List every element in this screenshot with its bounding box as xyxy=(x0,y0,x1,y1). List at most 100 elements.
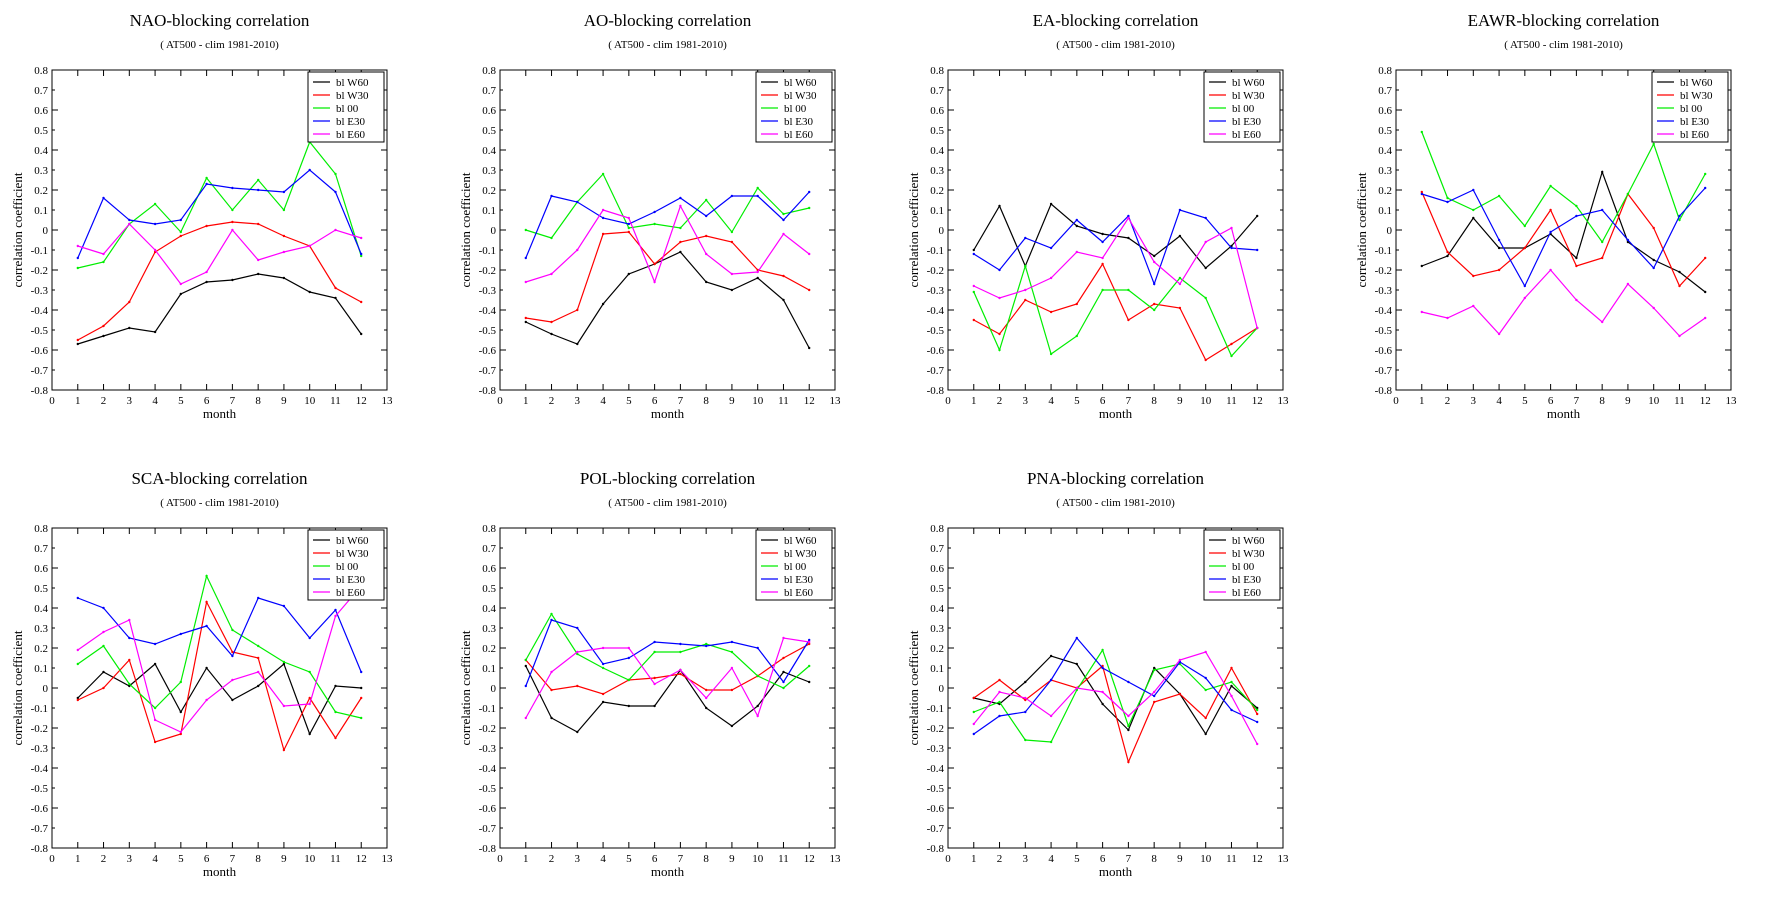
legend-label: bl 00 xyxy=(1232,103,1255,115)
x-tick-label: 10 xyxy=(1200,853,1212,865)
data-point xyxy=(653,704,656,708)
data-point xyxy=(756,714,759,718)
legend-label: bl W30 xyxy=(1680,90,1713,102)
data-point xyxy=(705,696,708,700)
data-point xyxy=(782,636,785,640)
y-tick-label: -0.2 xyxy=(927,723,944,735)
data-point xyxy=(257,670,260,674)
y-tick-label: 0.6 xyxy=(482,563,496,575)
x-tick-label: 1 xyxy=(971,853,977,865)
y-tick-label: -0.8 xyxy=(927,843,945,855)
y-tick-label: 0.3 xyxy=(930,623,944,635)
data-point xyxy=(550,320,553,324)
data-point xyxy=(1256,720,1259,724)
data-point xyxy=(1549,230,1552,234)
data-point xyxy=(102,630,105,634)
data-point xyxy=(1472,188,1475,192)
data-point xyxy=(360,716,363,720)
data-point xyxy=(1049,352,1053,356)
x-tick-label: 7 xyxy=(230,395,236,407)
x-tick-label: 2 xyxy=(997,395,1003,407)
data-point xyxy=(1178,234,1182,238)
data-point xyxy=(1049,246,1053,250)
data-point xyxy=(576,308,579,312)
data-point xyxy=(705,688,708,692)
x-tick-label: 5 xyxy=(1522,395,1528,407)
data-point xyxy=(1446,196,1449,200)
data-point xyxy=(653,280,656,284)
x-tick-label: 12 xyxy=(356,395,367,407)
data-point xyxy=(231,650,234,654)
chart-subtitle: ( AT500 - clim 1981-2010) xyxy=(1056,497,1175,509)
data-point xyxy=(1127,714,1130,718)
data-point xyxy=(998,678,1001,682)
data-point xyxy=(730,640,734,644)
data-point xyxy=(1230,342,1233,346)
legend-label: bl W60 xyxy=(784,535,817,547)
x-tick-label: 9 xyxy=(729,395,735,407)
x-tick-label: 10 xyxy=(304,853,316,865)
data-point xyxy=(1523,224,1527,228)
data-point xyxy=(730,194,734,198)
x-tick-label: 2 xyxy=(549,395,555,407)
x-tick-label: 13 xyxy=(1278,395,1290,407)
x-tick-label: 1 xyxy=(75,853,81,865)
data-point xyxy=(1704,256,1707,260)
data-point xyxy=(231,698,234,702)
series-line xyxy=(77,140,362,269)
data-point xyxy=(1230,354,1233,358)
data-point xyxy=(128,658,131,662)
data-point xyxy=(756,186,759,190)
data-point xyxy=(1049,310,1053,314)
data-point xyxy=(705,198,708,202)
data-point xyxy=(653,682,656,686)
data-point xyxy=(179,680,182,684)
data-point xyxy=(76,342,80,346)
series-line xyxy=(973,216,1258,329)
y-tick-label: -0.5 xyxy=(31,325,49,337)
data-point xyxy=(308,244,311,248)
data-point xyxy=(179,732,182,736)
data-point xyxy=(1101,702,1104,706)
data-point xyxy=(1075,636,1079,640)
y-tick-label: 0.5 xyxy=(34,583,48,595)
y-tick-label: -0.8 xyxy=(1375,385,1393,397)
x-tick-label: 6 xyxy=(1100,853,1106,865)
x-tick-label: 3 xyxy=(575,395,581,407)
data-point xyxy=(679,650,682,654)
x-tick-label: 11 xyxy=(1226,395,1237,407)
legend-box xyxy=(1203,529,1281,601)
y-tick-label: 0 xyxy=(939,683,945,695)
data-point xyxy=(808,346,811,350)
x-axis-label: month xyxy=(1099,864,1133,879)
y-tick-label: -0.7 xyxy=(31,823,49,835)
data-point xyxy=(1652,306,1655,310)
data-point xyxy=(1024,738,1027,742)
y-tick-label: -0.1 xyxy=(31,245,48,257)
data-point xyxy=(601,662,605,666)
data-point xyxy=(524,280,527,284)
legend-label: bl W60 xyxy=(1232,535,1265,547)
y-tick-label: 0.3 xyxy=(482,165,496,177)
data-point xyxy=(360,254,363,258)
data-point xyxy=(1101,262,1104,266)
data-point xyxy=(308,290,311,294)
x-tick-label: 6 xyxy=(652,853,658,865)
x-tick-label: 5 xyxy=(626,853,632,865)
data-point xyxy=(730,240,734,244)
data-point xyxy=(153,202,157,206)
x-tick-label: 2 xyxy=(549,853,555,865)
data-point xyxy=(360,236,363,240)
data-point xyxy=(76,596,80,600)
data-point xyxy=(179,730,182,734)
data-point xyxy=(1178,208,1182,212)
data-point xyxy=(808,252,811,256)
data-point xyxy=(1497,268,1501,272)
y-tick-label: -0.8 xyxy=(479,385,497,397)
data-point xyxy=(1101,256,1104,260)
data-point xyxy=(1575,264,1578,268)
x-tick-label: 6 xyxy=(1100,395,1106,407)
chart-panel: AO-blocking correlation ( AT500 - clim 19… xyxy=(458,11,841,421)
y-tick-label: 0 xyxy=(491,683,497,695)
data-point xyxy=(1127,318,1130,322)
